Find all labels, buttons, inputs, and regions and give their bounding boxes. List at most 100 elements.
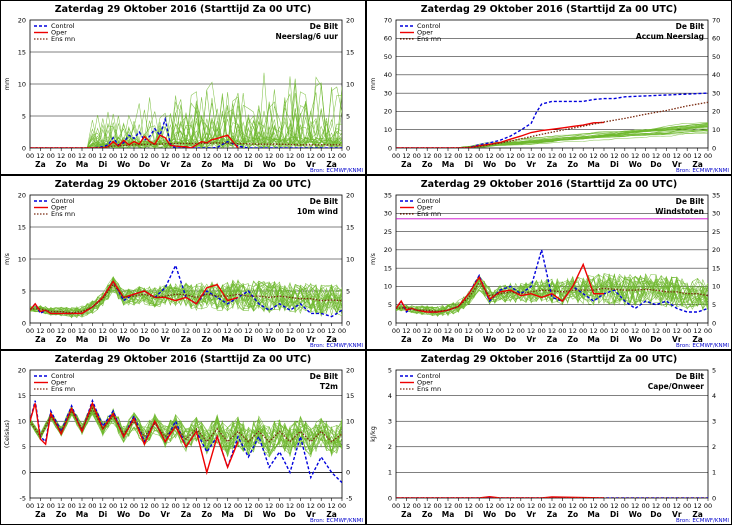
day-label: Zo [422,510,433,519]
y-tick-label: 0 [388,144,392,152]
y-tick-label-right: 5 [346,443,350,451]
chart-panel-2: Zaterdag 29 Oktober 2016 (Starttijd Za 0… [366,0,732,175]
y-tick-label-right: 15 [346,223,354,231]
x-tick-label: 00 [454,327,462,335]
x-tick-label: 12 [161,152,169,160]
day-label: Zo [568,335,579,344]
x-tick-label: 00 [67,152,75,160]
series-line-oper [30,401,239,476]
x-tick-label: 12 [99,152,107,160]
x-tick-label: 00 [600,327,608,335]
y-tick-label-right: 4 [712,392,716,400]
ensemble-member-line [30,72,342,148]
x-tick-label: 12 [693,327,701,335]
x-tick-label: 12 [78,502,86,510]
x-tick-label: 00 [558,327,566,335]
source-note: Bron: ECMWF/KNMI [310,518,363,524]
x-tick-label: 12 [673,152,681,160]
day-label: Do [650,510,661,519]
x-tick-label: 00 [558,152,566,160]
x-tick-label: 12 [223,327,231,335]
day-label: Vr [526,510,536,519]
y-tick-label-right: 0 [712,144,716,152]
x-tick-label: 00 [26,327,34,335]
day-label: Di [98,510,107,519]
x-tick-label: 12 [652,152,660,160]
day-label: Za [326,160,337,169]
day-label: Do [505,160,516,169]
day-label: Wo [117,160,130,169]
x-tick-label: 00 [621,502,629,510]
x-tick-label: 00 [517,327,525,335]
y-tick-label-right: 0 [712,319,716,327]
x-tick-label: 12 [99,327,107,335]
x-tick-label: 00 [26,502,34,510]
y-tick-label: 2 [388,443,392,451]
y-tick-label: 5 [22,112,26,120]
x-tick-label: 12 [673,502,681,510]
ensemble-member-line [396,122,708,148]
x-tick-label: 00 [296,327,304,335]
day-label: Vr [672,510,682,519]
x-tick-label: 00 [517,502,525,510]
day-label: Do [650,160,661,169]
x-tick-label: 12 [327,502,335,510]
y-tick-label-right: 20 [346,16,354,24]
x-tick-label: 12 [506,152,514,160]
day-label: Za [692,510,703,519]
x-tick-label: 00 [213,502,221,510]
day-label: Za [401,335,412,344]
day-label: Ma [76,335,89,344]
x-tick-label: 00 [88,502,96,510]
legend-label: Control [417,372,441,380]
x-tick-label: 12 [485,152,493,160]
y-tick-label-right: 10 [346,418,354,426]
x-tick-label: 12 [244,327,252,335]
location-label: De Bilt [676,22,705,31]
panel-title: Zaterdag 29 Oktober 2016 (Starttijd Za 0… [421,4,677,15]
day-label: Di [244,160,253,169]
y-tick-label-right: 0 [712,494,716,502]
day-label: Do [505,510,516,519]
x-tick-label: 12 [402,327,410,335]
series-line-ens-mn [30,142,342,148]
day-label: Ma [442,335,455,344]
x-tick-label: 00 [109,152,117,160]
day-label: Za [547,160,558,169]
x-tick-label: 00 [255,152,263,160]
y-tick-label-right: 0 [346,319,350,327]
y-tick-label-right: 2 [712,443,716,451]
day-label: Za [326,510,337,519]
y-tick-label: 3 [388,418,392,426]
x-tick-label: 00 [537,327,545,335]
y-tick-label: 10 [18,418,26,426]
ensemble-member-line [30,281,342,317]
x-tick-label: 12 [286,152,294,160]
x-tick-label: 12 [527,502,535,510]
day-label: Wo [117,335,130,344]
ensemble-member-line [30,283,342,318]
x-tick-label: 00 [662,327,670,335]
day-label: Wo [117,510,130,519]
day-label: Za [326,335,337,344]
x-tick-label: 00 [171,152,179,160]
day-label: Wo [263,335,276,344]
x-tick-label: 00 [392,327,400,335]
x-tick-label: 00 [662,502,670,510]
x-tick-label: 00 [558,502,566,510]
y-tick-label: 30 [384,210,392,218]
x-tick-label: 00 [579,152,587,160]
y-tick-label-right: 20 [712,246,720,254]
day-label: Wo [483,160,496,169]
series-line-oper [396,495,605,498]
x-tick-label: 00 [151,327,159,335]
day-label: Di [464,510,473,519]
day-label: Vr [160,335,170,344]
day-label: Vr [306,335,316,344]
ensemble-members [396,122,708,148]
x-tick-label: 00 [454,502,462,510]
y-tick-label: 10 [384,283,392,291]
x-tick-label: 00 [192,152,200,160]
